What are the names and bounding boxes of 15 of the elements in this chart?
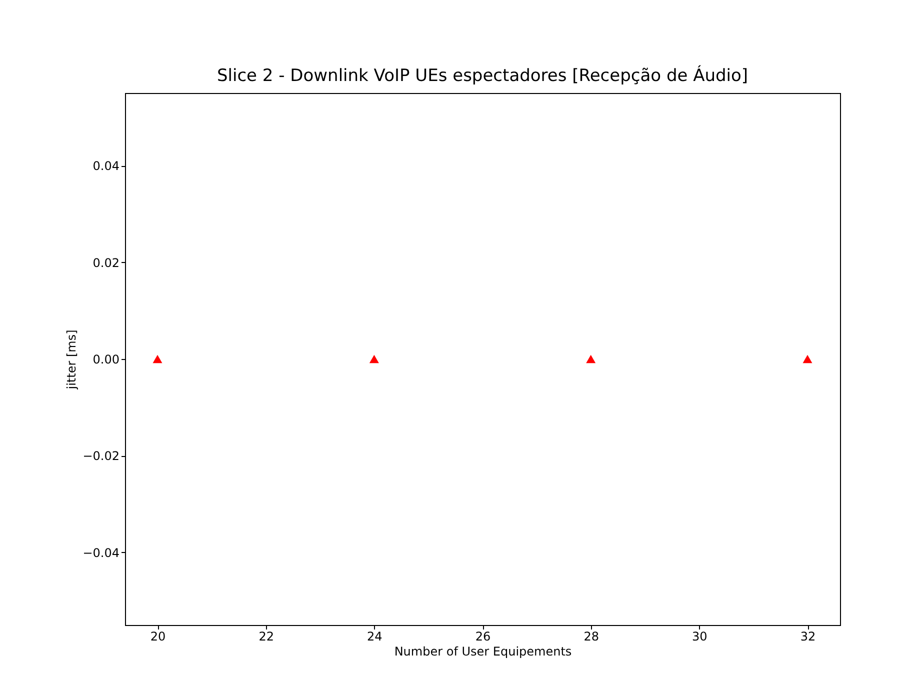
y-axis-title: jitter [ms] <box>64 330 79 390</box>
y-tick-label: 0.04 <box>92 159 120 174</box>
x-tick-label: 22 <box>258 630 274 644</box>
x-tick-label: 32 <box>800 630 816 644</box>
x-tick-label: 20 <box>150 630 166 644</box>
y-tick-label: −0.04 <box>82 546 120 560</box>
x-axis-title: Number of User Equipements <box>394 644 572 658</box>
x-tick-label: 26 <box>475 630 491 644</box>
x-tick-label: 30 <box>692 630 708 644</box>
y-tick-label: 0.02 <box>92 256 120 270</box>
y-tick-label: −0.02 <box>82 449 120 464</box>
y-tick-label: 0.00 <box>92 352 120 366</box>
x-tick-label: 24 <box>367 630 382 644</box>
x-tick-label: 28 <box>584 630 599 644</box>
chart-title: Slice 2 - Downlink VoIP UEs espectadores [Recepção de Áudio] <box>216 65 748 86</box>
